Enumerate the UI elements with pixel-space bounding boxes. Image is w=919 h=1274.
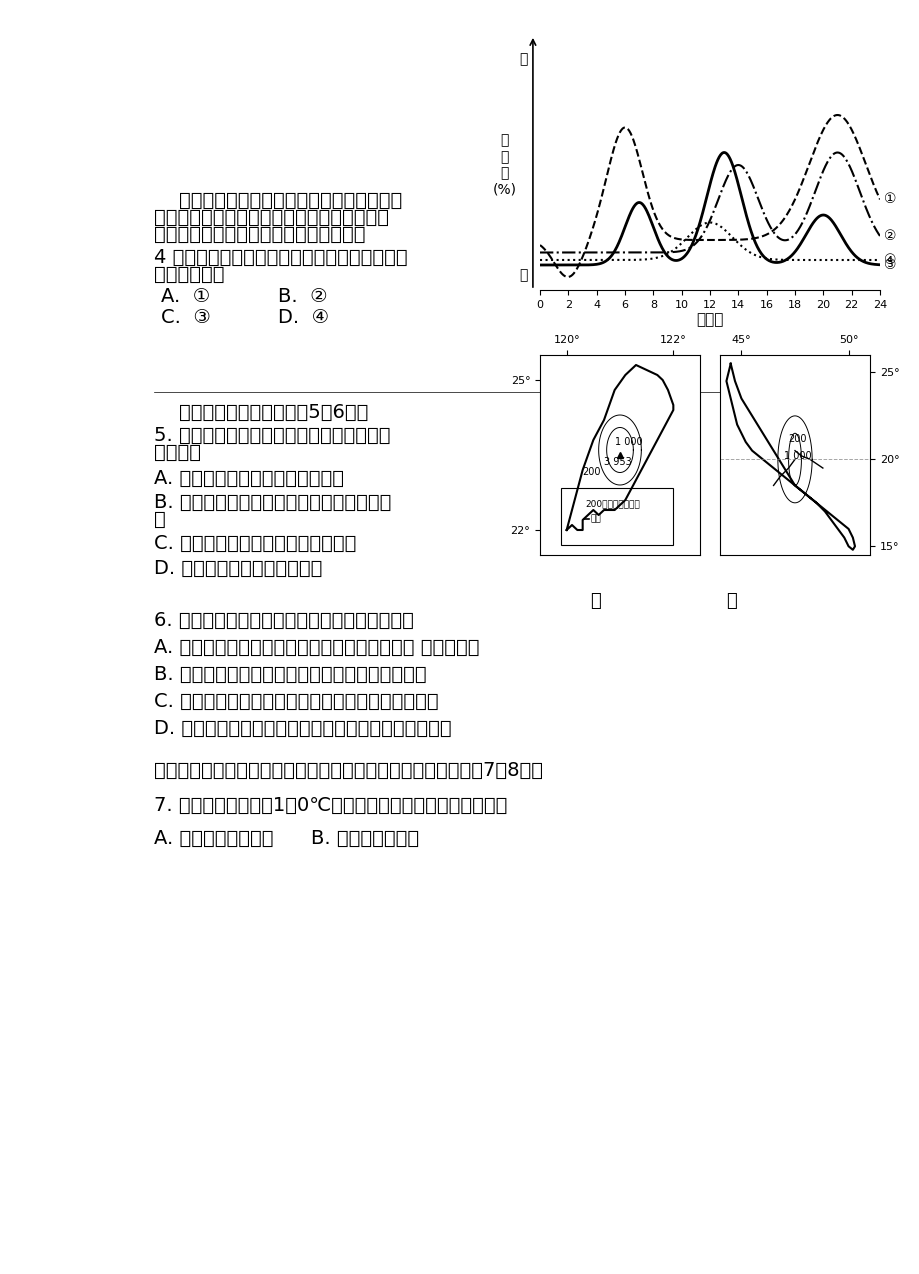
② [874, 228, 885, 243]
Text: 世界时是零时区的区时。电视收视率是指在: 世界时是零时区的区时。电视收视率是指在 [153, 191, 402, 210]
② [812, 175, 823, 190]
④ [737, 240, 748, 255]
Text: D. 甲岛河流汛期出现在夏季，乙岛河流汛期出现在冬季: D. 甲岛河流汛期出现在夏季，乙岛河流汛期出现在冬季 [153, 719, 451, 738]
④ [534, 252, 545, 268]
Text: 4 一般情况下，图中表示北京地区电视收视率变: 4 一般情况下，图中表示北京地区电视收视率变 [153, 248, 407, 268]
③ [866, 256, 877, 271]
① [832, 107, 843, 122]
Text: D.  ④: D. ④ [278, 308, 328, 327]
Line: ①: ① [539, 115, 879, 276]
③ [737, 195, 748, 210]
Text: ①: ① [883, 192, 896, 206]
FancyBboxPatch shape [561, 488, 673, 545]
Text: 6. 下列关于两区域自然环境的叙述，正确的是：: 6. 下列关于两区域自然环境的叙述，正确的是： [153, 612, 414, 631]
② [718, 177, 729, 192]
④ [866, 252, 877, 268]
④ [695, 218, 706, 233]
② [695, 229, 706, 245]
Text: ③: ③ [883, 257, 896, 271]
Text: 化的曲线是：: 化的曲线是： [153, 265, 224, 284]
④ [813, 252, 824, 268]
③ [534, 257, 545, 273]
Line: ④: ④ [539, 223, 879, 260]
Text: A. 甲图的比例尺小于乙图的比例尺: A. 甲图的比例尺小于乙图的比例尺 [153, 469, 344, 488]
Text: 5. 下列关于两图及两图所示区域的叙述，正: 5. 下列关于两图及两图所示区域的叙述，正 [153, 427, 390, 445]
① [813, 130, 824, 145]
② [866, 215, 877, 231]
② [736, 159, 747, 175]
① [696, 232, 707, 247]
④ [698, 217, 709, 232]
Text: 人（户）数的百分比。读图，回答下题。: 人（户）数的百分比。读图，回答下题。 [153, 225, 365, 245]
Line: ②: ② [539, 153, 879, 252]
Line: ③: ③ [539, 153, 879, 265]
Text: 高: 高 [518, 52, 527, 66]
Text: 刻: 刻 [153, 510, 165, 529]
① [562, 269, 573, 284]
① [534, 237, 545, 252]
① [698, 232, 709, 247]
Text: 1 000: 1 000 [614, 437, 641, 447]
X-axis label: 世界时: 世界时 [696, 312, 723, 327]
③ [719, 145, 730, 161]
② [832, 145, 843, 161]
Text: 甲: 甲 [589, 592, 600, 610]
Text: 200: 200 [788, 434, 806, 443]
Text: 200: 200 [582, 468, 600, 476]
② [698, 225, 709, 241]
Text: 确的是：: 确的是： [153, 443, 200, 462]
Text: 河流: 河流 [590, 513, 601, 524]
③ [698, 201, 709, 217]
Text: 7. 哪一条界线可能是1月0℃等温线？影响其分布的主要因素是: 7. 哪一条界线可能是1月0℃等温线？影响其分布的主要因素是 [153, 796, 506, 815]
② [534, 245, 545, 260]
① [737, 232, 748, 247]
③ [813, 209, 824, 224]
Text: C.  ③: C. ③ [162, 308, 211, 327]
Text: B.  ②: B. ② [278, 287, 327, 306]
Text: 收
视
率
(%): 收 视 率 (%) [492, 134, 516, 196]
Text: 某个时段收看电视的人（户）数占电视观众总: 某个时段收看电视的人（户）数占电视观众总 [153, 209, 389, 227]
Text: A. 甲；盛行风、洋流      B. 乙；纬度、地形: A. 甲；盛行风、洋流 B. 乙；纬度、地形 [153, 829, 418, 848]
Text: A.  ①: A. ① [162, 287, 210, 306]
③ [874, 257, 885, 273]
Text: ②: ② [883, 229, 896, 243]
Text: 低: 低 [518, 269, 527, 283]
Text: 3 953: 3 953 [604, 457, 631, 468]
③ [695, 209, 706, 224]
③ [718, 145, 729, 161]
Text: ④: ④ [883, 254, 896, 268]
Text: C. 甲图区域位于乙图区域的东北方向: C. 甲图区域位于乙图区域的东北方向 [153, 534, 356, 553]
Text: 右图为欧洲部分地区略图，图中四条线是重要的地理界线。完成7～8题。: 右图为欧洲部分地区略图，图中四条线是重要的地理界线。完成7～8题。 [153, 761, 542, 780]
Text: B. 甲岛东侧的洋流为寒流，乙岛东侧的洋流为暖流: B. 甲岛东侧的洋流为寒流，乙岛东侧的洋流为暖流 [153, 665, 425, 684]
Text: A. 甲岛气候类型呈现南北分异，乙岛气候类型呈 现东西分异: A. 甲岛气候类型呈现南北分异，乙岛气候类型呈 现东西分异 [153, 638, 479, 657]
① [719, 232, 730, 247]
Text: C. 甲岛的植被属亚热带类型，乙岛的植被属热带类型: C. 甲岛的植被属亚热带类型，乙岛的植被属热带类型 [153, 692, 437, 711]
Text: B. 甲图区域为正午时，乙图区域正值日落时: B. 甲图区域为正午时，乙图区域正值日落时 [153, 493, 391, 512]
④ [719, 222, 730, 237]
Text: D. 两图区域以东濒临同一大洋: D. 两图区域以东濒临同一大洋 [153, 559, 322, 577]
Text: 读下列两幅岛屿图，回答5～6题。: 读下列两幅岛屿图，回答5～6题。 [153, 403, 368, 422]
Text: 1 000: 1 000 [783, 451, 811, 461]
① [874, 192, 885, 208]
Text: 200、等高线（米）: 200、等高线（米） [584, 499, 640, 508]
④ [874, 252, 885, 268]
④ [703, 215, 714, 231]
Text: 乙: 乙 [725, 592, 736, 610]
① [867, 176, 878, 191]
